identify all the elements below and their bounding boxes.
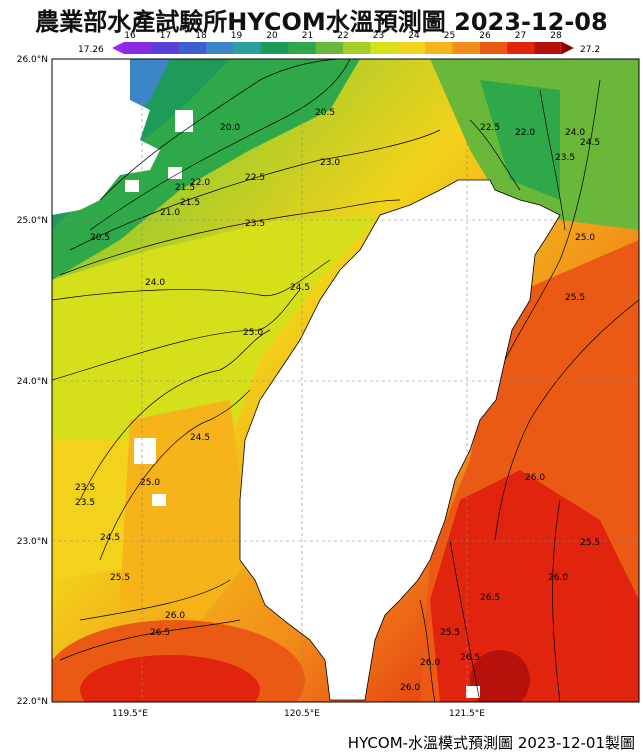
- isotherm-label: 21.0: [160, 208, 180, 218]
- colorbar-max-label: 27.2: [580, 45, 600, 55]
- colorbar-max-arrow: [562, 42, 574, 54]
- latitude-label: 23.0°N: [17, 537, 48, 547]
- isotherm-label: 24.5: [100, 533, 120, 543]
- latitude-label: 22.0°N: [17, 697, 48, 707]
- colorbar-cell: [151, 42, 180, 54]
- isotherm-label: 24.5: [580, 138, 600, 148]
- page-title: 農業部水產試驗所HYCOM水溫預測圖 2023-12-08: [35, 8, 608, 36]
- isotherm-label: 22.0: [515, 128, 535, 138]
- isotherm-lines: [52, 59, 639, 702]
- colorbar-tick-label: 21: [302, 31, 313, 41]
- isotherm-label: 25.0: [140, 478, 160, 488]
- colorbar-cell: [206, 42, 234, 54]
- isotherm-label: 25.0: [575, 233, 595, 243]
- isotherm-label: 23.5: [75, 498, 95, 508]
- isotherm-label: 24.5: [190, 433, 210, 443]
- isotherm-label: 24.0: [565, 128, 585, 138]
- longitude-label: 120.5°E: [284, 709, 320, 719]
- colorbar-tick-label: 28: [550, 31, 562, 41]
- isotherm-label: 26.0: [420, 658, 440, 668]
- sea-temperature-field: 20.020.521.021.522.0 22.523.023.524.0 24.5…: [52, 59, 639, 702]
- map-frame: [51, 58, 640, 703]
- isotherm-label: 20.5: [315, 108, 335, 118]
- isotherm-label: 22.5: [245, 173, 265, 183]
- colorbar-tick-label: 17: [160, 31, 171, 41]
- colorbar-cell: [288, 42, 317, 54]
- isotherm-label: 24.0: [145, 278, 165, 288]
- colorbar-cell: [397, 42, 426, 54]
- colorbar-cell: [425, 42, 453, 54]
- isotherm-label: 25.5: [580, 538, 600, 548]
- colorbar-tick-label: 16: [124, 31, 136, 41]
- colorbar-cell: [479, 42, 508, 54]
- colorbar-tick-label: 25: [444, 31, 455, 41]
- colorbar-tick-label: 18: [195, 31, 207, 41]
- colorbar-tick-label: 26: [479, 31, 491, 41]
- isotherm-label: 21.5: [175, 183, 195, 193]
- isotherm-label: 26.0: [525, 473, 545, 483]
- colorbar-tick-label: 27: [515, 31, 526, 41]
- colorbar-cell: [178, 42, 207, 54]
- isotherm-label: 26.0: [165, 611, 185, 621]
- isotherm-label: 20.5: [90, 233, 110, 243]
- latitude-label: 26.0°N: [17, 55, 48, 65]
- isotherm-label: 26.5: [150, 628, 170, 638]
- colorbar-tick-label: 23: [373, 31, 384, 41]
- colorbar-cell: [343, 42, 371, 54]
- longitude-label: 119.5°E: [112, 709, 148, 719]
- isotherm-label: 26.5: [480, 593, 500, 603]
- isotherm-label: 22.0: [190, 178, 210, 188]
- colorbar-cell: [124, 42, 152, 54]
- isotherm-label: 23.0: [320, 158, 340, 168]
- colorbar-tick-label: 24: [408, 31, 420, 41]
- colorbar-cell: [507, 42, 536, 54]
- isotherm-label: 25.5: [440, 628, 460, 638]
- colorbar-tick-label: 20: [266, 31, 278, 41]
- isotherm-label: 20.0: [220, 123, 240, 133]
- colorbar-tick-label: 19: [231, 31, 243, 41]
- colorbar-tick-label: 22: [337, 31, 348, 41]
- colorbar-cell: [370, 42, 399, 54]
- isotherm-label: 24.5: [290, 283, 310, 293]
- colorbar-min-label: 17.26: [78, 45, 104, 55]
- isotherm-label: 22.5: [480, 123, 500, 133]
- isotherm-label: 25.0: [243, 328, 263, 338]
- isotherm-label: 21.5: [180, 198, 200, 208]
- lat-lon-grid: [52, 59, 639, 702]
- isotherm-label: 26.0: [400, 683, 420, 693]
- isotherm-label: 25.5: [110, 573, 130, 583]
- colorbar-cell: [315, 42, 344, 54]
- colorbar-min-arrow: [112, 42, 124, 54]
- longitude-label: 121.5°E: [449, 709, 485, 719]
- colorbar-cell: [260, 42, 289, 54]
- footer-credit: HYCOM-水溫模式預測圖 2023-12-01製圖: [347, 734, 635, 752]
- isotherm-label: 23.5: [245, 219, 265, 229]
- china-coast-land: [52, 59, 160, 215]
- colorbar-cell: [452, 42, 481, 54]
- isotherm-label: 23.5: [555, 153, 575, 163]
- latitude-label: 24.0°N: [17, 377, 48, 387]
- latitude-label: 25.0°N: [17, 216, 48, 226]
- isotherm-label: 26.0: [548, 573, 568, 583]
- colorbar: 17.26 27.2 16 17 18 19 20 21 22 23 24 25 26 27 28: [78, 31, 600, 55]
- colorbar-cell: [534, 42, 563, 54]
- penghu-islands: [134, 438, 156, 464]
- colorbar-cell: [233, 42, 262, 54]
- isotherm-label: 23.5: [75, 483, 95, 493]
- taiwan-land: [239, 179, 561, 701]
- isotherm-label: 26.5: [460, 653, 480, 663]
- isotherm-label: 25.5: [565, 293, 585, 303]
